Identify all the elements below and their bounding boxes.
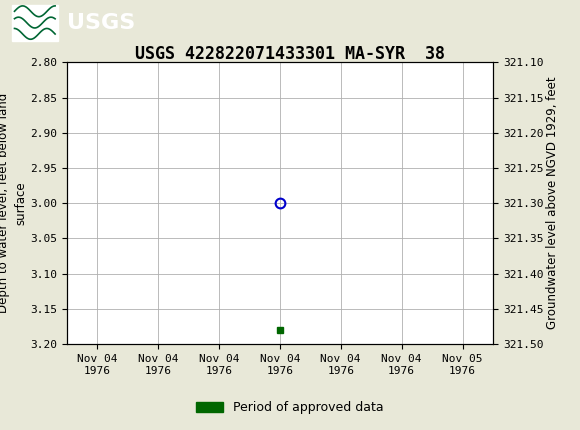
Text: USGS: USGS xyxy=(67,12,135,33)
FancyBboxPatch shape xyxy=(12,4,58,41)
Text: USGS 422822071433301 MA-SYR  38: USGS 422822071433301 MA-SYR 38 xyxy=(135,45,445,63)
Y-axis label: Groundwater level above NGVD 1929, feet: Groundwater level above NGVD 1929, feet xyxy=(546,77,559,329)
Legend: Period of approved data: Period of approved data xyxy=(191,396,389,419)
Y-axis label: Depth to water level, feet below land
surface: Depth to water level, feet below land su… xyxy=(0,93,27,313)
